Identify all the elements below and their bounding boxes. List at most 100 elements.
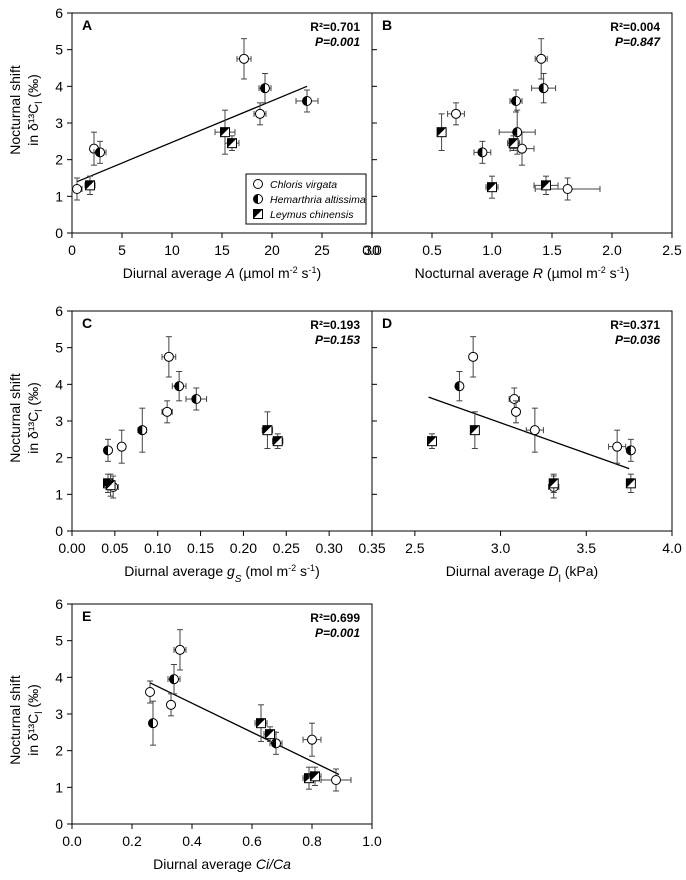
data-point xyxy=(103,438,113,462)
panel-letter: B xyxy=(382,17,392,33)
regression-line xyxy=(76,85,308,183)
regression-line xyxy=(428,396,630,470)
data-point xyxy=(236,38,252,80)
data-point xyxy=(533,175,559,195)
data-point xyxy=(485,175,499,199)
marker-chloris-virgata xyxy=(331,775,341,785)
marker-chloris-virgata xyxy=(612,441,623,452)
data-point xyxy=(263,726,277,742)
marker-chloris-virgata xyxy=(163,351,174,362)
marker-fill xyxy=(137,425,143,435)
ylabel-row-3: Nocturnal shift in δ¹³Cl (‰) xyxy=(7,675,45,765)
legend-entry-leymus: Leymus chinensis xyxy=(253,209,354,221)
x-axis-label: Diurnal average A (µmol m-2 s-1) xyxy=(123,265,321,281)
data-point xyxy=(254,704,268,742)
x-tick-label: 0.6 xyxy=(242,833,262,849)
x-axis-label: Diurnal average Dl (kPa) xyxy=(446,563,598,585)
x-tick-label: 20 xyxy=(264,242,280,258)
x-tick-label: 30 xyxy=(364,242,380,258)
marker-fill xyxy=(454,381,460,391)
data-point xyxy=(224,135,240,151)
data-point xyxy=(145,680,155,704)
data-point xyxy=(269,731,283,755)
data-point xyxy=(261,411,274,449)
y-tick-label: 4 xyxy=(55,669,63,685)
y-tick-label: 2 xyxy=(55,450,63,466)
x-tick-label: 3.0 xyxy=(491,540,511,556)
marker-fill xyxy=(511,96,516,106)
y-tick-label: 5 xyxy=(55,633,63,649)
marker-chloris-virgata xyxy=(162,406,173,417)
y-tick-label: 0 xyxy=(55,225,63,241)
data-point xyxy=(548,473,559,493)
data-point xyxy=(84,175,96,195)
marker-fill xyxy=(256,718,266,728)
marker-fill xyxy=(174,381,180,391)
data-point xyxy=(272,433,284,449)
marker-chloris-virgata xyxy=(166,699,176,710)
panel-d: D 2.5 3.0 3.5 4.0 Diurnal average Dl (kPa) R²=… xyxy=(371,310,682,585)
y-tick-label: 1 xyxy=(55,188,63,204)
p-value-label: P=0.847 xyxy=(615,35,661,49)
x-tick-label: 0.8 xyxy=(302,833,322,849)
data-point xyxy=(454,371,465,402)
marker-fill xyxy=(539,83,544,93)
y-tick-label: 0 xyxy=(55,816,63,832)
y-tick-label: 3 xyxy=(55,115,63,131)
x-tick-label: 2.5 xyxy=(662,242,682,258)
panel-b: B 0.0 0.5 1.0 1.5 2.0 2.5 Nocturnal average R (… xyxy=(362,12,682,281)
data-point xyxy=(161,400,173,424)
x-tick-label: 15 xyxy=(214,242,230,258)
y-tick-label: 0 xyxy=(55,523,63,539)
panel-letter: A xyxy=(82,17,92,33)
x-tick-label: 3.5 xyxy=(577,540,597,556)
data-point xyxy=(525,407,544,453)
marker-fill xyxy=(220,127,230,137)
panel-e: E 0 1 2 3 4 5 6 0.0 0.2 0.4 0.6 0.8 1.0 Diurnal averag… xyxy=(55,596,382,872)
x-tick-label: 1.5 xyxy=(542,242,562,258)
x-tick-label: 0.0 xyxy=(362,242,382,258)
marker-fill xyxy=(85,180,95,190)
marker-fill xyxy=(273,436,283,446)
data-point xyxy=(511,400,521,424)
marker-fill xyxy=(265,729,275,739)
legend: Chloris virgata Hemarthria altissima Ley… xyxy=(245,173,367,225)
data-point xyxy=(93,140,107,164)
x-tick-label: 0.20 xyxy=(230,540,257,556)
marker-chloris-virgata xyxy=(529,425,540,436)
y-tick-label: 2 xyxy=(55,152,63,168)
ylabel-line1: Nocturnal shift xyxy=(7,65,23,155)
marker-chloris-virgata xyxy=(175,644,185,655)
legend-entry-hemarthria: Hemarthria altissima xyxy=(253,194,366,206)
data-point xyxy=(625,438,636,462)
marker-chloris-virgata xyxy=(451,108,461,119)
legend-entry-chloris: Chloris virgata xyxy=(253,179,337,191)
x-tick-label: 0.10 xyxy=(144,540,171,556)
r-squared-label: R²=0.701 xyxy=(310,20,360,34)
legend-label: Hemarthria altissima xyxy=(270,194,366,206)
x-tick-label: 0.2 xyxy=(122,833,142,849)
ylabel-row-2: Nocturnal shift in δ¹³Cl (‰) xyxy=(7,373,45,463)
data-point xyxy=(427,433,437,449)
data-point xyxy=(214,109,236,155)
marker-fill xyxy=(477,147,483,157)
y-tick-label: 1 xyxy=(55,486,63,502)
legend-label: Chloris virgata xyxy=(270,179,337,191)
data-point xyxy=(320,768,352,792)
panel-a: A 0 1 2 3 4 5 6 0 5 10 15 20 25 30 Diurnal average A (µ… xyxy=(55,5,380,281)
ylabel-line2: in δ¹³Cl (‰) xyxy=(25,684,45,755)
data-point xyxy=(531,73,557,104)
data-point xyxy=(71,177,83,201)
data-point xyxy=(308,766,322,786)
x-tick-label: 0.30 xyxy=(316,540,343,556)
data-point xyxy=(258,73,272,104)
data-point xyxy=(167,664,181,695)
data-point xyxy=(185,387,208,411)
x-tick-label: 0.5 xyxy=(422,242,442,258)
y-tick-label: 1 xyxy=(55,779,63,795)
marker-fill xyxy=(148,718,153,728)
marker-chloris-virgata xyxy=(517,143,527,154)
marker-fill xyxy=(437,127,447,137)
y-tick-label: 4 xyxy=(55,376,63,392)
